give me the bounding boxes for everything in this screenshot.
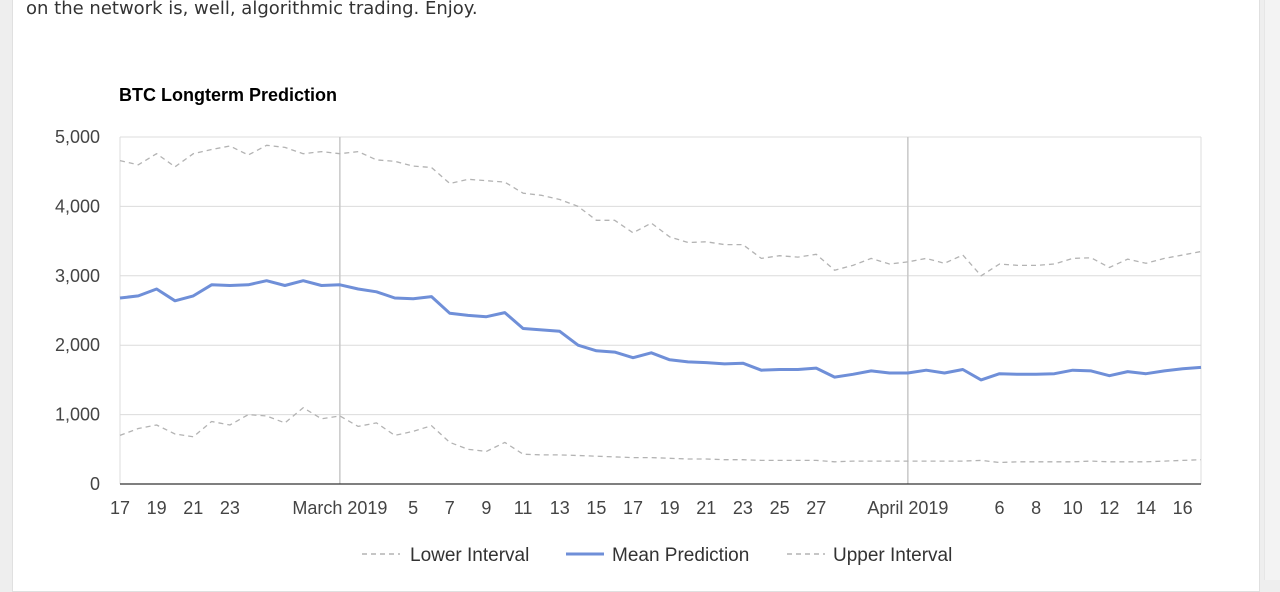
x-tick-label: 21 (183, 498, 203, 518)
axis-layer: 0 1,000 2,000 3,000 4,000 5,000 17 19 21 23 March … (55, 127, 1201, 518)
x-tick-label: 7 (445, 498, 455, 518)
x-tick-label: 12 (1099, 498, 1119, 518)
post-card (12, 0, 1260, 592)
btc-prediction-chart: BTC Longterm Prediction 0 1,000 2,000 3,000… (55, 85, 1202, 566)
x-tick-label: 23 (733, 498, 753, 518)
x-tick-label: 16 (1173, 498, 1193, 518)
legend-label-lower-interval: Lower Interval (410, 545, 529, 566)
x-tick-label: 17 (110, 498, 130, 518)
x-tick-label: 25 (770, 498, 790, 518)
x-tick-label: 15 (586, 498, 606, 518)
x-tick-label: 9 (481, 498, 491, 518)
mean-prediction-line (119, 279, 1202, 382)
chart-title: BTC Longterm Prediction (119, 85, 337, 105)
x-tick-label: 8 (1031, 498, 1041, 518)
x-tick-label: 5 (408, 498, 418, 518)
x-tick-label: 11 (514, 498, 533, 518)
y-tick-label: 4,000 (55, 196, 100, 216)
x-tick-label: 14 (1136, 498, 1156, 518)
x-tick-label: 21 (696, 498, 716, 518)
y-tick-label: 2,000 (55, 335, 100, 355)
upper-interval-line (119, 144, 1202, 277)
x-tick-label: 17 (623, 498, 643, 518)
x-tick-label: 27 (806, 498, 826, 518)
intro-text: on the network is, well, algorithmic tra… (26, 0, 478, 19)
x-tick-label: 10 (1063, 498, 1083, 518)
x-tick-label: 23 (220, 498, 240, 518)
y-tick-label: 5,000 (55, 127, 100, 147)
x-tick-label: 19 (660, 498, 680, 518)
y-tick-label: 0 (90, 474, 100, 494)
y-tick-label: 3,000 (55, 266, 100, 286)
grid-layer (119, 136, 1202, 484)
y-tick-label: 1,000 (55, 405, 100, 425)
page-scrollbar[interactable] (1264, 0, 1280, 580)
series-layer (119, 144, 1202, 464)
x-tick-label: 6 (994, 498, 1004, 518)
chart-legend: Lower Interval Mean Prediction Upper Inter… (362, 545, 952, 566)
lower-interval-line (119, 407, 1202, 464)
x-tick-label: March 2019 (292, 498, 387, 518)
legend-label-upper-interval: Upper Interval (833, 545, 952, 566)
legend-label-mean-prediction: Mean Prediction (612, 545, 749, 566)
x-tick-label: 19 (147, 498, 167, 518)
x-tick-label: 13 (550, 498, 570, 518)
x-tick-label: April 2019 (867, 498, 948, 518)
